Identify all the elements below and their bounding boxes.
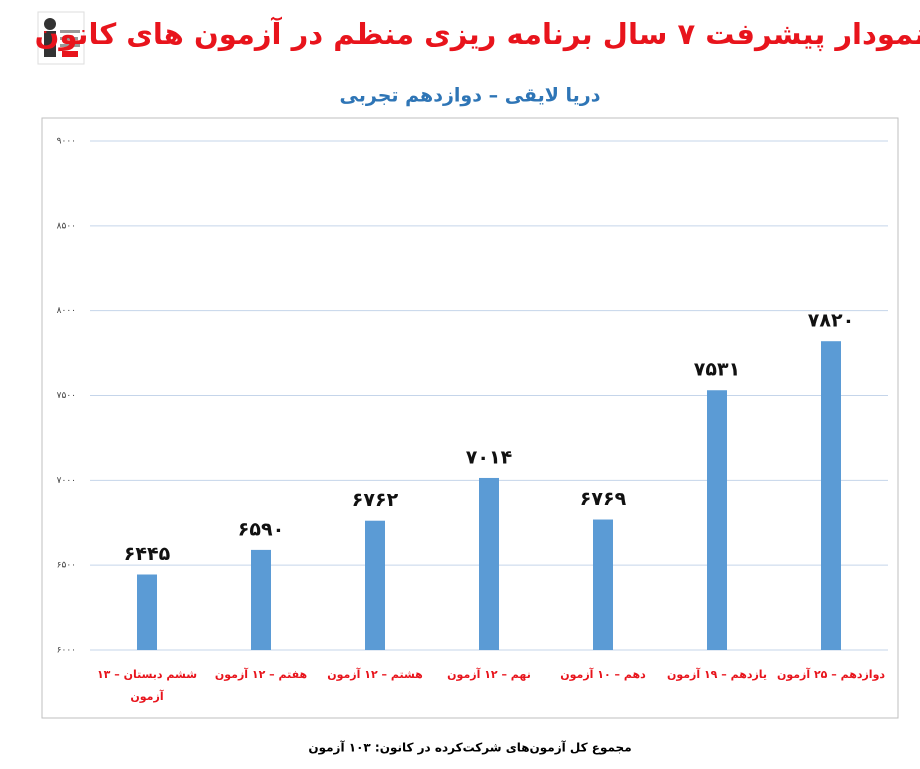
x-tick-label: هشتم – ۱۲ آزمون — [327, 668, 423, 681]
bar — [821, 341, 841, 650]
chart-frame — [41, 117, 899, 719]
footer-note: مجموع کل آزمون‌های شرکت‌کرده در کانون: ۱… — [308, 740, 631, 756]
y-tick-label: ۸۵۰۰ — [57, 221, 76, 231]
y-tick-label: ۷۵۰۰ — [57, 391, 76, 401]
data-label: ۶۵۹۰ — [238, 518, 284, 540]
x-tick-label: دهم – ۱۰ آزمون — [560, 668, 646, 681]
logo — [37, 11, 85, 65]
x-tick-label: نهم – ۱۲ آزمون — [447, 668, 531, 681]
bar — [137, 574, 157, 650]
y-tick-label: ۸۰۰۰ — [57, 306, 76, 316]
bar — [479, 477, 499, 650]
bar — [593, 519, 613, 650]
y-tick-label: ۶۵۰۰ — [57, 561, 76, 571]
x-tick-label: دوازدهم – ۲۵ آزمون — [776, 668, 886, 681]
x-tick-label: یازدهم – ۱۹ آزمون — [666, 668, 768, 681]
chart-title: نمودار پیشرفت ۷ سال برنامه ریزی منظم در … — [35, 16, 920, 52]
bar — [251, 549, 271, 650]
y-tick-label: ۷۰۰۰ — [57, 476, 76, 486]
data-label: ۷۸۲۰ — [808, 310, 854, 332]
bar — [707, 390, 727, 650]
y-tick-label: ۹۰۰۰ — [57, 137, 76, 147]
data-label: ۶۴۴۵ — [124, 543, 171, 565]
data-label: ۶۷۶۲ — [352, 489, 399, 511]
data-label: ۶۷۶۹ — [580, 488, 627, 510]
y-tick-label: ۶۰۰۰ — [57, 646, 76, 656]
chart-subtitle: دریا لایقی – دوازدهم تجربی — [340, 85, 601, 107]
x-tick-label: ششم دبستان – ۱۳ آزمون — [96, 668, 198, 703]
bar — [365, 520, 385, 650]
x-tick-label: هفتم – ۱۲ آزمون — [214, 668, 308, 681]
data-label: ۷۵۳۱ — [694, 359, 740, 381]
data-label: ۷۰۱۴ — [466, 446, 512, 468]
